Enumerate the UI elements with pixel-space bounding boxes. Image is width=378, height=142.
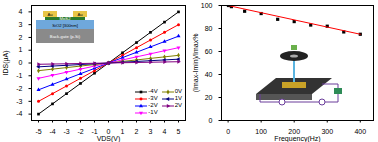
svg-text:-5: -5 [35,128,41,135]
svg-text:40: 40 [205,71,213,78]
svg-text:3: 3 [19,21,23,28]
html-text:0V: 0V [174,88,182,94]
svg-text:0: 0 [106,128,111,136]
svg-text:VDS(V): VDS(V) [97,135,121,142]
svg-text:IDS(μA): IDS(μA) [2,50,10,75]
svg-text:2: 2 [135,128,139,135]
svg-text:4: 4 [19,8,23,15]
svg-text:MoS2: MoS2 [60,16,72,21]
svg-text:0: 0 [226,128,230,135]
svg-text:Frequency(Hz): Frequency(Hz) [274,135,320,142]
svg-text:400: 400 [354,128,366,135]
svg-text:100: 100 [255,128,267,135]
svg-text:-3: -3 [16,98,22,105]
svg-text:3: 3 [149,128,153,135]
svg-text:2: 2 [19,34,23,41]
svg-text:20: 20 [205,94,213,101]
svg-text:Au: Au [47,12,53,17]
svg-text:-1: -1 [16,72,22,79]
svg-text:-2: -2 [16,85,22,92]
svg-text:0: 0 [209,117,213,124]
svg-text:SiO2 [300nm]: SiO2 [300nm] [52,23,78,28]
svg-text:5: 5 [177,128,181,135]
svg-text:Back-gate (p-Si): Back-gate (p-Si) [50,34,81,39]
svg-text:-1: -1 [91,128,98,136]
svg-text:1: 1 [19,46,23,53]
svg-text:(Imax-Imin)/Imax%: (Imax-Imin)/Imax% [192,34,200,93]
svg-text:300: 300 [321,128,333,135]
html-text:-1V: -1V [148,109,158,115]
svg-text:-3: -3 [63,128,69,135]
html-text:-2V: -2V [148,102,158,108]
svg-text:100: 100 [201,2,213,9]
svg-text:-4: -4 [16,110,22,117]
html-text:-3V: -3V [148,95,158,101]
svg-text:200: 200 [288,128,300,136]
svg-text:Au: Au [77,12,83,17]
svg-text:0: 0 [19,59,23,66]
html-text:2V: 2V [174,102,182,108]
svg-text:1: 1 [121,128,125,135]
svg-text:-4: -4 [49,128,55,135]
html-text:-4V: -4V [148,88,158,94]
svg-text:4: 4 [163,128,167,135]
html-text:1V: 1V [174,95,182,101]
svg-text:60: 60 [205,48,213,55]
svg-text:80: 80 [205,25,213,32]
svg-text:-2: -2 [77,128,83,135]
